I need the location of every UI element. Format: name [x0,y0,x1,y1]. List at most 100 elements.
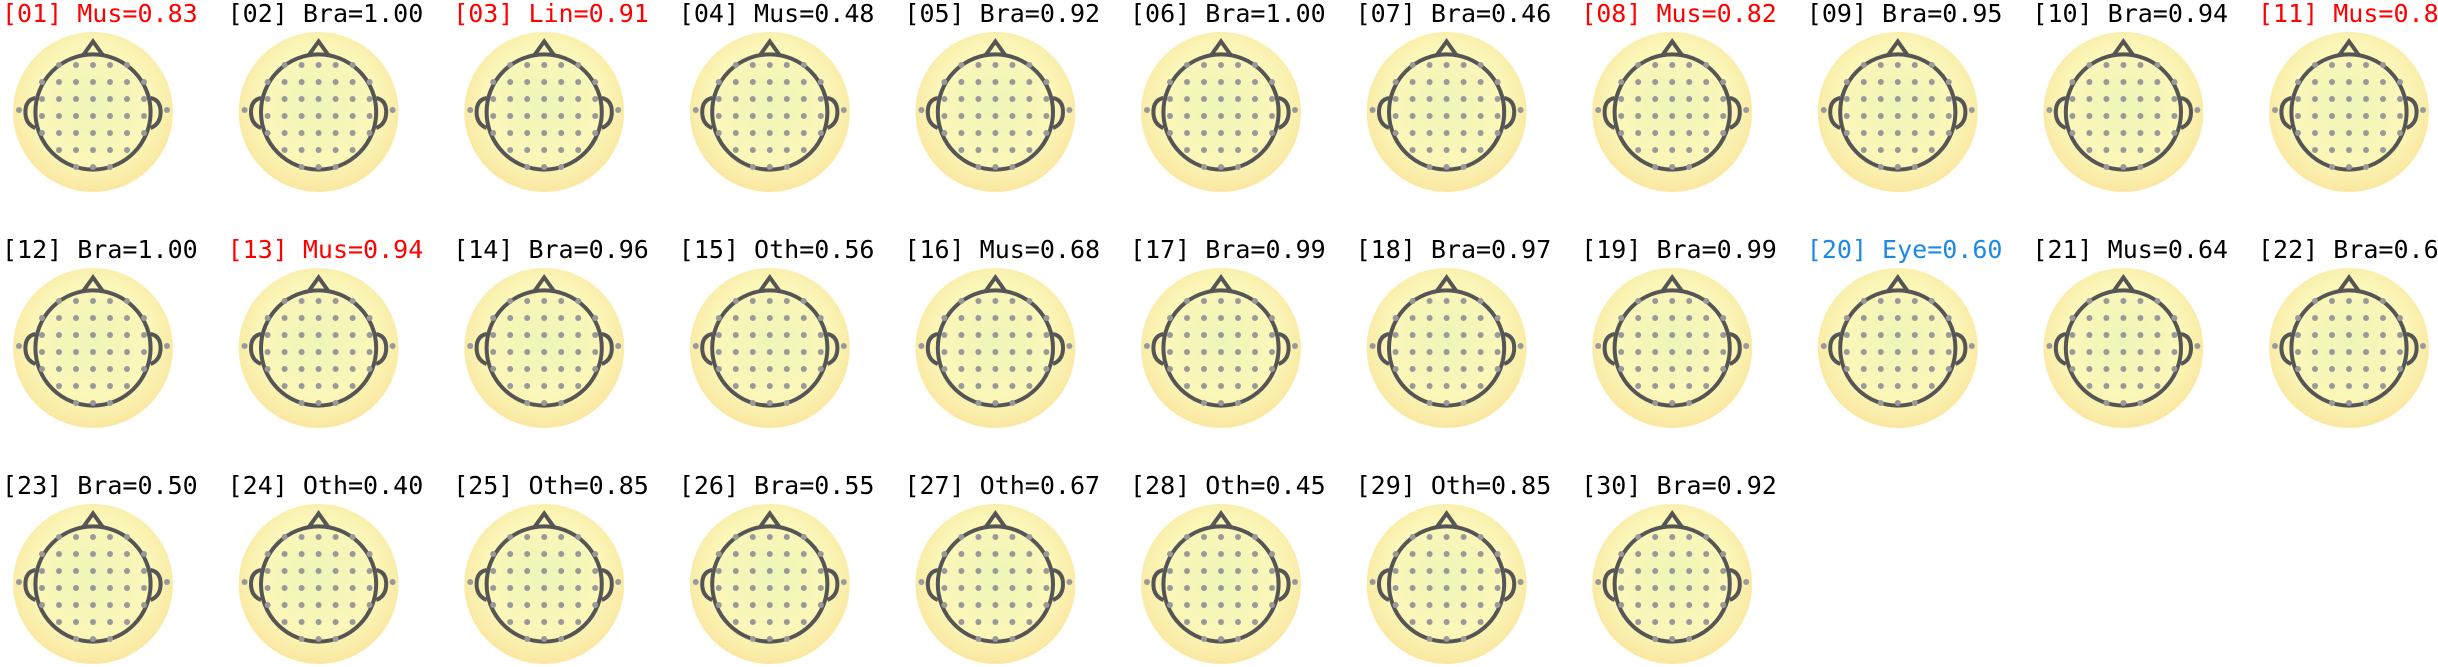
electrode [264,130,271,136]
electrode [1043,96,1050,102]
electrode [1235,400,1241,406]
electrode [1460,400,1467,406]
electrode [524,130,531,136]
electrode [1426,551,1433,557]
electrode [941,585,948,591]
electrode [73,349,79,355]
electrode [124,551,130,557]
electrode [1009,602,1016,608]
electrode [1652,400,1659,406]
electrode [2120,96,2127,102]
electrode [107,130,113,136]
electrode [90,298,96,304]
component-label: [22] Bra=0.65 [2258,235,2438,264]
electrode [1392,130,1399,136]
electrode [1477,147,1484,153]
electrode [241,343,248,349]
electrode [2086,349,2093,355]
electrode [558,366,565,372]
electrode [1409,79,1416,85]
electrode [2086,96,2093,102]
electrode [1218,568,1224,574]
electrode [1409,130,1416,136]
electrode [124,298,130,304]
electrode [281,619,288,625]
electrode [783,585,790,591]
electrode [749,366,756,372]
electrode [1443,130,1450,136]
electrode [2329,130,2335,136]
ear [149,568,163,602]
electrode [692,343,699,349]
electrode [1026,534,1033,540]
electrode [1460,147,1467,153]
electrode [2329,79,2335,85]
electrode [1703,349,1710,355]
electrode [1409,366,1416,372]
electrode [2103,298,2110,304]
electrode [1409,62,1416,68]
electrode [1635,315,1642,321]
electrode [1443,298,1450,304]
electrode [315,130,322,136]
electrode [1009,332,1016,338]
electrode [1686,113,1693,119]
electrode [1184,315,1190,321]
ear [2053,96,2067,130]
electrode [1686,551,1693,557]
electrode [715,96,722,102]
electrode [975,400,982,406]
electrode [1477,130,1484,136]
electrode [349,147,356,153]
electrode [1201,383,1207,389]
topomap: [30] Bra=0.92 [1581,471,1777,664]
electrode [1218,147,1224,153]
electrode [1369,107,1376,113]
electrode [992,551,999,557]
electrode [332,147,339,153]
electrode [1928,349,1935,355]
electrode [1235,349,1241,355]
electrode [1517,107,1524,113]
electrode [941,568,948,574]
ear [248,568,262,602]
electrode [332,636,339,642]
component-label: [20] Eye=0.60 [1807,235,2003,264]
electrode [958,130,965,136]
electrode [2137,164,2144,170]
electrode [507,585,514,591]
electrode [1426,534,1433,540]
electrode [2346,349,2352,355]
electrode [524,602,531,608]
electrode [1618,585,1625,591]
electrode [56,534,62,540]
nose [2111,37,2136,57]
electrode [332,164,339,170]
electrode [507,332,514,338]
electrode [2380,349,2386,355]
electrode [1743,579,1750,585]
nose [306,509,331,529]
electrode [1426,568,1433,574]
electrode [315,568,322,574]
electrode [73,568,79,574]
electrode [1686,147,1693,153]
electrode [1843,130,1850,136]
electrode [558,130,565,136]
electrode [558,96,565,102]
electrode [1443,366,1450,372]
topomap: [18] Bra=0.97 [1356,235,1551,428]
electrode [817,315,824,321]
electrode [1477,62,1484,68]
electrode [783,164,790,170]
electrode [2137,113,2144,119]
nose [1886,273,1910,293]
ear [2279,332,2293,366]
electrode [2103,315,2110,321]
electrode [1218,551,1224,557]
electrode [264,113,271,119]
electrode [1392,551,1399,557]
electrode [992,113,999,119]
electrode [315,164,322,170]
